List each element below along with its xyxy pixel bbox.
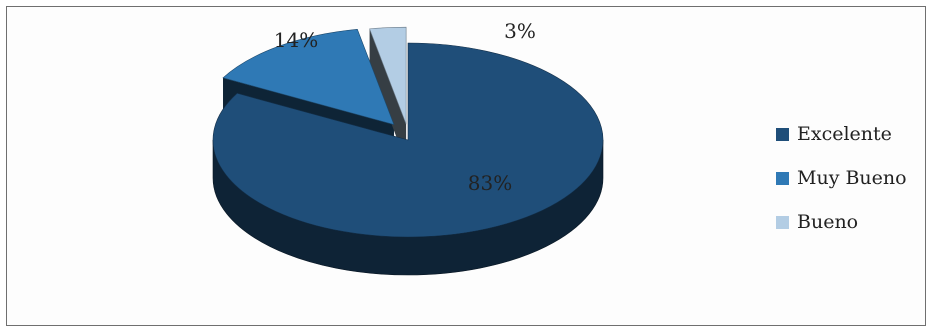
legend-swatch	[776, 171, 789, 185]
legend-label: Excelente	[797, 123, 892, 145]
pie-cut-face	[369, 28, 407, 163]
legend-item-bueno: Bueno	[776, 200, 907, 244]
pie-data-labels: 83% 14% 3%	[274, 19, 536, 195]
data-label-muy-bueno: 14%	[274, 28, 318, 52]
pie-slices	[212, 26, 604, 276]
legend-label: Muy Bueno	[797, 167, 907, 189]
pie-slice-excelente	[212, 42, 604, 238]
pie-slice-bueno-side	[369, 28, 407, 163]
legend-swatch	[776, 215, 789, 229]
data-label-excelente: 83%	[468, 171, 512, 195]
legend-item-muy-bueno: Muy Bueno	[776, 156, 907, 200]
data-label-bueno: 3%	[504, 19, 536, 43]
legend-item-excelente: Excelente	[776, 112, 907, 156]
pie-slice-muy-bueno	[222, 28, 395, 125]
pie-slice-bueno	[369, 26, 407, 125]
legend-swatch	[776, 127, 789, 141]
chart-legend: Excelente Muy Bueno Bueno	[776, 112, 907, 244]
legend-label: Bueno	[797, 211, 859, 233]
